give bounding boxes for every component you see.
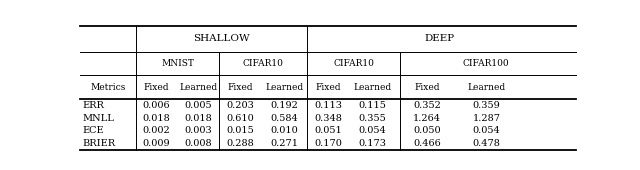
Text: 0.348: 0.348 xyxy=(314,114,342,123)
Text: 0.170: 0.170 xyxy=(314,139,342,148)
Text: 0.008: 0.008 xyxy=(184,139,212,148)
Text: Learned: Learned xyxy=(266,83,303,92)
Text: 0.006: 0.006 xyxy=(142,101,170,110)
Text: 0.009: 0.009 xyxy=(142,139,170,148)
Text: 0.355: 0.355 xyxy=(359,114,387,123)
Text: 0.018: 0.018 xyxy=(184,114,212,123)
Text: 0.271: 0.271 xyxy=(270,139,298,148)
Text: Fixed: Fixed xyxy=(316,83,340,92)
Text: 0.005: 0.005 xyxy=(184,101,212,110)
Text: 0.054: 0.054 xyxy=(359,126,387,135)
Text: 0.015: 0.015 xyxy=(227,126,254,135)
Text: 0.478: 0.478 xyxy=(473,139,500,148)
Text: MNIST: MNIST xyxy=(161,59,194,68)
Text: 0.002: 0.002 xyxy=(142,126,170,135)
Text: CIFAR10: CIFAR10 xyxy=(333,59,374,68)
Text: Metrics: Metrics xyxy=(91,83,126,92)
Text: Learned: Learned xyxy=(179,83,217,92)
Text: 0.288: 0.288 xyxy=(227,139,254,148)
Text: CIFAR100: CIFAR100 xyxy=(462,59,509,68)
Text: Fixed: Fixed xyxy=(143,83,168,92)
Text: ECE: ECE xyxy=(83,126,104,135)
Text: 0.173: 0.173 xyxy=(358,139,387,148)
Text: 0.359: 0.359 xyxy=(473,101,500,110)
Text: Learned: Learned xyxy=(353,83,392,92)
Text: 1.264: 1.264 xyxy=(413,114,441,123)
Text: 0.466: 0.466 xyxy=(413,139,441,148)
Text: 0.051: 0.051 xyxy=(314,126,342,135)
Text: DEEP: DEEP xyxy=(424,34,454,43)
Text: Learned: Learned xyxy=(468,83,506,92)
Text: 0.352: 0.352 xyxy=(413,101,441,110)
Text: 0.115: 0.115 xyxy=(358,101,387,110)
Text: Fixed: Fixed xyxy=(227,83,253,92)
Text: 0.610: 0.610 xyxy=(227,114,254,123)
Text: Fixed: Fixed xyxy=(415,83,440,92)
Text: 0.010: 0.010 xyxy=(271,126,298,135)
Text: ERR: ERR xyxy=(83,101,104,110)
Text: 0.192: 0.192 xyxy=(271,101,298,110)
Text: 0.003: 0.003 xyxy=(184,126,212,135)
Text: 0.203: 0.203 xyxy=(227,101,254,110)
Text: 0.584: 0.584 xyxy=(271,114,298,123)
Text: 0.054: 0.054 xyxy=(473,126,500,135)
Text: MNLL: MNLL xyxy=(83,114,115,123)
Text: CIFAR10: CIFAR10 xyxy=(243,59,284,68)
Text: 0.113: 0.113 xyxy=(314,101,342,110)
Text: 0.050: 0.050 xyxy=(413,126,441,135)
Text: 0.018: 0.018 xyxy=(142,114,170,123)
Text: BRIER: BRIER xyxy=(83,139,116,148)
Text: SHALLOW: SHALLOW xyxy=(193,34,250,43)
Text: 1.287: 1.287 xyxy=(473,114,500,123)
